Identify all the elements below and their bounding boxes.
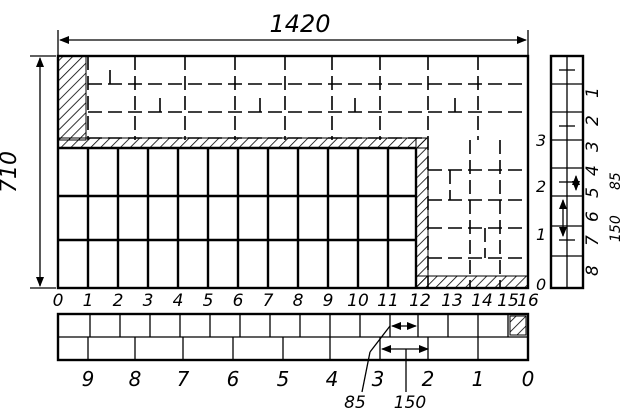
strip-label-1: 1 (472, 367, 485, 391)
side-label-5: 5 (583, 187, 603, 198)
side-label-6: 6 (583, 211, 603, 222)
bottom-scale-label-0: 0 (53, 291, 64, 311)
bottom-scale: 0 1 2 3 4 5 6 7 8 9 10 11 12 13 14 15 16 (53, 291, 539, 311)
bottom-scale-label-7: 7 (263, 291, 274, 311)
height-dimension-label: 710 (0, 151, 22, 193)
side-label-7: 7 (583, 235, 603, 246)
side-label-3: 3 (583, 141, 603, 152)
main-layout (56, 54, 530, 290)
hatched-corner (57, 55, 87, 141)
strip-label-9: 9 (82, 367, 95, 391)
bottom-scale-label-8: 8 (293, 291, 304, 311)
bottom-scale-label-9: 9 (323, 291, 334, 311)
bottom-scale-label-5: 5 (203, 291, 214, 311)
solid-brick-grid (58, 146, 418, 288)
bottom-scale-label-10: 10 (347, 291, 369, 311)
dimension-height: 710 (0, 55, 56, 289)
right-scale: 0 1 2 3 (536, 131, 546, 294)
right-scale-label-3: 3 (536, 131, 546, 150)
bottom-scale-label-6: 6 (233, 291, 244, 311)
side-label-8: 8 (583, 265, 603, 276)
width-dimension-label: 1420 (269, 10, 330, 38)
strip-callout-85: 85 (344, 393, 366, 413)
strip-label-0: 0 (522, 367, 535, 391)
dimension-width: 1420 (57, 10, 529, 58)
side-label-2: 2 (583, 115, 603, 126)
hatched-top-strip (57, 137, 429, 149)
bottom-scale-label-4: 4 (173, 291, 184, 311)
strip-hatched-cell (509, 315, 527, 336)
bottom-scale-label-3: 3 (143, 291, 154, 311)
bottom-scale-label-14: 14 (471, 291, 493, 311)
hatched-right-strip (415, 137, 429, 289)
hatched-bottom-strip (415, 275, 529, 289)
strip-label-5: 5 (277, 367, 290, 391)
right-scale-label-0: 0 (536, 275, 546, 294)
bottom-scale-label-13: 13 (441, 291, 463, 311)
strip-label-2: 2 (422, 367, 435, 391)
bottom-scale-label-11: 11 (377, 291, 399, 311)
right-scale-label-2: 2 (536, 177, 546, 196)
side-label-4: 4 (583, 165, 603, 176)
right-dashed-courses (428, 140, 528, 288)
side-callout-150: 150 (608, 215, 624, 242)
side-callout-85: 85 (608, 172, 624, 190)
upper-dashed-courses (87, 56, 528, 288)
bottom-scale-label-16: 16 (517, 291, 539, 311)
strip-label-6: 6 (227, 367, 240, 391)
bottom-scale-label-12: 12 (409, 291, 431, 311)
strip-label-4: 4 (326, 367, 339, 391)
strip-label-7: 7 (177, 367, 190, 391)
side-label-1: 1 (583, 87, 603, 98)
right-scale-label-1: 1 (536, 225, 546, 244)
side-column (549, 54, 585, 290)
bottom-scale-label-2: 2 (113, 291, 124, 311)
strip-label-8: 8 (129, 367, 142, 391)
bottom-scale-label-1: 1 (83, 291, 94, 311)
bottom-strip (56, 312, 530, 393)
strip-callout-150: 150 (394, 393, 426, 413)
strip-labels: 9 8 7 6 5 4 3 2 1 0 85 150 (82, 367, 535, 413)
strip-label-3: 3 (372, 367, 385, 391)
side-column-labels: 1 2 3 4 5 6 7 8 85 150 (583, 87, 624, 276)
bottom-scale-label-15: 15 (497, 291, 519, 311)
